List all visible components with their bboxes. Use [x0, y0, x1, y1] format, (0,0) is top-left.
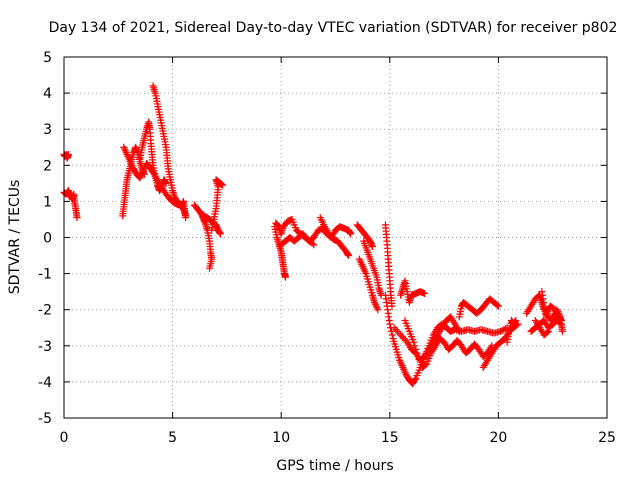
y-tick-label: 3 — [43, 122, 52, 138]
y-tick-label: -1 — [38, 267, 52, 283]
data-point — [494, 302, 502, 310]
data-point — [512, 317, 520, 325]
data-point — [413, 349, 421, 357]
chart-title: Day 134 of 2021, Sidereal Day-to-day VTE… — [49, 20, 618, 36]
data-point — [558, 327, 566, 335]
data-point — [386, 320, 394, 328]
y-tick-label: -3 — [38, 339, 52, 355]
data-point — [374, 306, 382, 314]
x-tick-label: 5 — [168, 430, 177, 446]
data-point — [308, 239, 316, 247]
data-point — [412, 345, 420, 353]
data-point — [422, 361, 430, 369]
data-point — [411, 342, 419, 350]
y-tick-label: -5 — [38, 411, 52, 427]
y-tick-label: -4 — [38, 375, 52, 391]
data-point — [388, 331, 396, 339]
data-point — [310, 241, 318, 249]
data-point — [206, 264, 214, 272]
data-point — [398, 333, 406, 341]
x-tick-label: 15 — [381, 430, 399, 446]
data-point — [182, 214, 190, 222]
data-point — [548, 317, 556, 325]
data-point — [543, 328, 551, 336]
data-point — [395, 329, 403, 337]
data-points — [60, 82, 566, 388]
data-point — [421, 289, 429, 297]
data-point — [393, 327, 401, 335]
data-point — [216, 230, 224, 238]
y-axis-label: SDTVAR / TECUs — [7, 180, 23, 295]
data-point — [400, 335, 408, 343]
data-point — [73, 214, 81, 222]
y-tick-label: 5 — [43, 50, 52, 66]
grid-lines — [64, 57, 607, 418]
axis-ticks: 0 5 10 15 20 25 -5 -4 -3 -2 -1 0 1 2 3 4 5 — [38, 50, 616, 446]
x-axis-label: GPS time / hours — [276, 458, 393, 474]
data-point — [368, 243, 376, 251]
data-point — [410, 338, 418, 346]
data-point — [547, 320, 555, 328]
data-point — [347, 230, 355, 238]
y-tick-label: 4 — [43, 86, 52, 102]
data-point — [544, 327, 552, 335]
data-point — [64, 150, 72, 158]
data-point — [219, 181, 227, 189]
data-point — [397, 331, 405, 339]
y-tick-label: -2 — [38, 303, 52, 319]
data-point — [345, 252, 353, 260]
data-point — [282, 273, 290, 281]
data-point — [419, 354, 427, 362]
data-point — [387, 327, 395, 335]
x-tick-label: 10 — [272, 430, 290, 446]
data-point — [493, 301, 501, 309]
x-tick-label: 20 — [489, 430, 507, 446]
data-point — [545, 324, 553, 332]
y-tick-label: 0 — [43, 231, 52, 247]
data-point — [162, 179, 170, 187]
y-tick-label: 1 — [43, 194, 52, 210]
data-point — [411, 376, 419, 384]
x-tick-label: 0 — [60, 430, 69, 446]
data-point — [392, 326, 400, 334]
y-tick-label: 2 — [43, 158, 52, 174]
x-tick-label: 25 — [598, 430, 616, 446]
data-point — [557, 317, 565, 325]
